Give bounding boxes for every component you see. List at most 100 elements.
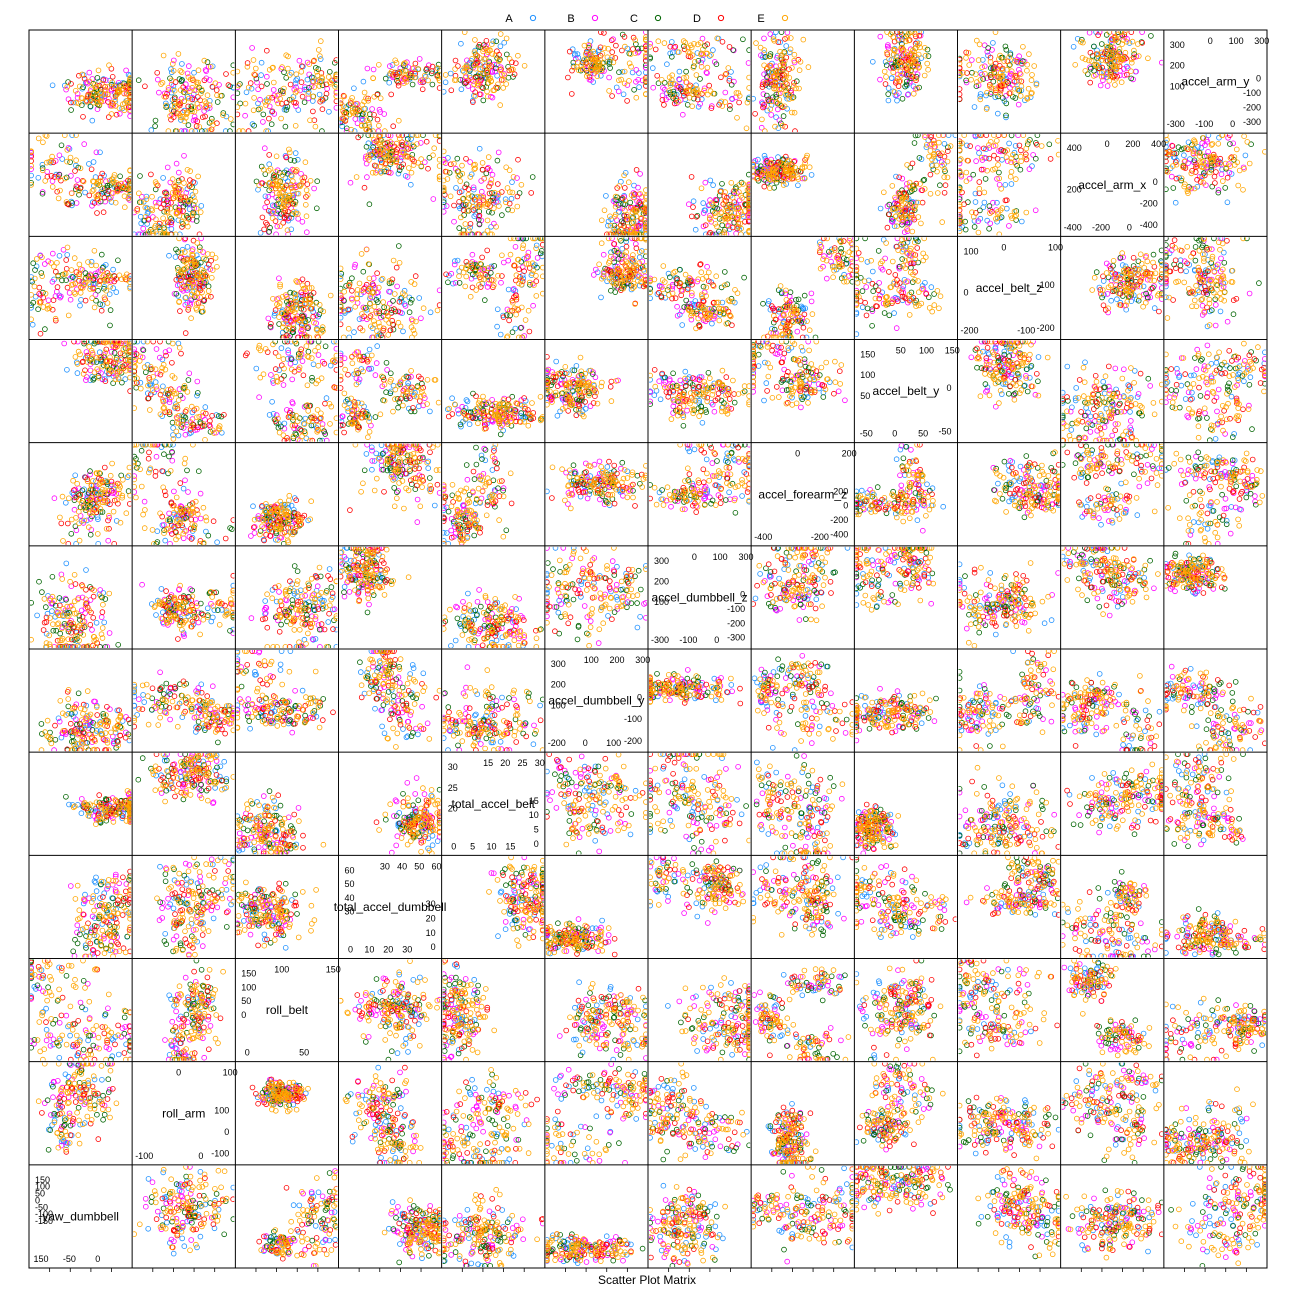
point-class-a — [68, 1033, 73, 1038]
point-class-a — [713, 1202, 718, 1207]
point-class-d — [1258, 1175, 1263, 1180]
point-class-e — [68, 1004, 73, 1009]
point-class-b — [911, 1206, 916, 1211]
point-class-a — [604, 1234, 609, 1239]
point-class-b — [189, 1238, 194, 1243]
point-class-b — [358, 1017, 363, 1022]
point-class-a — [1080, 1243, 1085, 1248]
point-class-a — [1223, 1184, 1228, 1189]
point-class-a — [465, 1207, 470, 1212]
point-class-e — [699, 1251, 704, 1256]
point-class-e — [106, 992, 111, 997]
point-class-e — [73, 977, 78, 982]
point-class-a — [470, 1077, 475, 1082]
point-class-e — [382, 1230, 387, 1235]
point-class-b — [163, 1038, 168, 1043]
point-class-c — [966, 1099, 971, 1104]
point-class-c — [397, 1260, 402, 1265]
point-class-a — [1088, 1204, 1093, 1209]
point-class-e — [1220, 1247, 1225, 1252]
point-class-e — [289, 1219, 294, 1224]
point-class-e — [590, 1151, 595, 1156]
point-class-e — [1106, 1147, 1111, 1152]
panel-accel_arm_x-vs-yaw_dumbbell — [1061, 1165, 1165, 1268]
points — [441, 1067, 539, 1165]
point-class-b — [1198, 1160, 1203, 1165]
point-class-e — [660, 1101, 665, 1106]
point-class-c — [611, 1258, 616, 1263]
point-class-b — [1182, 1135, 1187, 1140]
point-class-a — [1000, 1178, 1005, 1183]
point-class-e — [480, 1198, 485, 1203]
point-class-d — [73, 1100, 78, 1105]
point-class-c — [46, 985, 51, 990]
point-class-c — [908, 1072, 913, 1077]
point-class-c — [442, 1253, 447, 1258]
point-class-e — [832, 1212, 837, 1217]
point-class-a — [549, 1143, 554, 1148]
point-class-e — [1074, 1116, 1079, 1121]
point-class-b — [174, 1009, 179, 1014]
point-class-e — [918, 1090, 923, 1095]
point-class-e — [382, 983, 387, 988]
point-class-e — [648, 1208, 653, 1213]
point-class-b — [359, 998, 364, 1003]
point-class-d — [1082, 1235, 1087, 1240]
point-class-e — [1080, 1228, 1085, 1233]
legend-label-b: B — [567, 13, 574, 25]
point-class-a — [1099, 1223, 1104, 1228]
point-class-d — [44, 1020, 49, 1025]
point-class-e — [213, 1036, 218, 1041]
point-class-c — [617, 1141, 622, 1146]
point-class-e — [424, 1017, 429, 1022]
point-class-c — [665, 1149, 670, 1154]
point-class-c — [1200, 1210, 1205, 1215]
point-class-e — [598, 1259, 603, 1264]
point-class-e — [294, 1107, 299, 1112]
point-class-d — [333, 1243, 338, 1248]
point-class-b — [320, 1194, 325, 1199]
point-class-c — [391, 1102, 396, 1107]
point-class-e — [1082, 1194, 1087, 1199]
point-class-e — [1173, 1224, 1178, 1229]
points — [648, 1061, 752, 1162]
point-class-e — [455, 1148, 460, 1153]
points — [338, 959, 442, 1062]
point-class-a — [116, 1052, 121, 1057]
point-class-e — [75, 1110, 80, 1115]
point-class-e — [289, 1229, 294, 1234]
point-class-e — [1104, 1154, 1109, 1159]
point-class-e — [473, 1198, 478, 1203]
point-class-e — [655, 1091, 660, 1096]
point-class-d — [113, 1042, 118, 1047]
point-class-b — [183, 975, 188, 980]
point-class-a — [376, 1065, 381, 1070]
point-class-b — [1203, 1216, 1208, 1221]
point-class-d — [478, 1249, 483, 1254]
point-class-b — [1121, 1068, 1126, 1073]
point-class-d — [390, 1078, 395, 1083]
legend-marker-a — [530, 15, 535, 20]
point-class-d — [529, 1102, 534, 1107]
point-class-d — [192, 969, 197, 974]
point-class-a — [696, 1234, 701, 1239]
point-class-d — [1213, 1101, 1218, 1106]
point-class-a — [585, 1146, 590, 1151]
point-class-a — [1190, 1201, 1195, 1206]
point-class-e — [1077, 1104, 1082, 1109]
point-class-e — [219, 1185, 224, 1190]
panel-frame — [235, 1062, 338, 1165]
point-class-c — [184, 1012, 189, 1017]
point-class-c — [1243, 1233, 1248, 1238]
point-class-a — [379, 1155, 384, 1160]
point-class-a — [44, 1027, 49, 1032]
point-class-d — [1221, 1205, 1226, 1210]
point-class-e — [993, 1231, 998, 1236]
points — [382, 1198, 442, 1265]
point-class-e — [595, 1095, 600, 1100]
point-class-e — [60, 1033, 65, 1038]
point-class-b — [520, 1217, 525, 1222]
point-class-c — [505, 1124, 510, 1129]
point-class-d — [649, 1255, 654, 1260]
point-class-e — [553, 1258, 558, 1263]
